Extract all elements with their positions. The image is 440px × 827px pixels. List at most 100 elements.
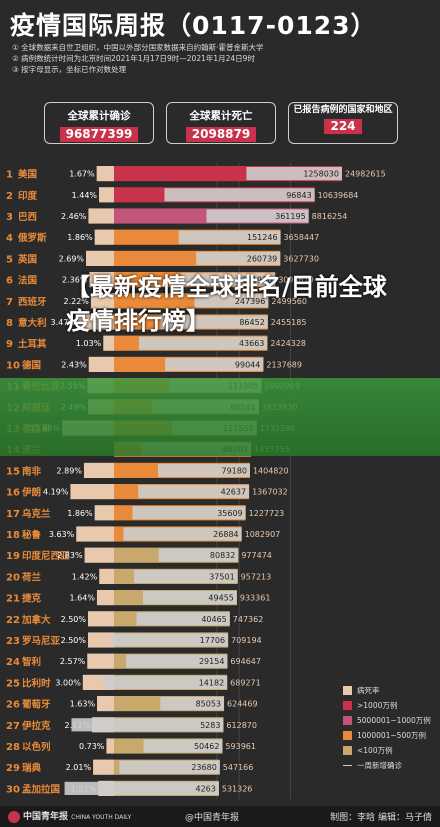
weekly-bar xyxy=(138,336,268,350)
legend-label: <100万例 xyxy=(357,746,393,755)
weekly-label: 5283 xyxy=(200,721,220,730)
rate-bar xyxy=(96,166,114,182)
weekly-label: 37501 xyxy=(209,572,234,581)
weekly-bar xyxy=(194,294,269,308)
total-label: 547166 xyxy=(223,763,254,772)
rate-bar xyxy=(97,696,114,712)
weekly-label: 26884 xyxy=(213,530,238,539)
rate-bar xyxy=(94,229,114,245)
rate-label: 3.47% xyxy=(50,318,76,327)
logo-text: 中国青年报 xyxy=(23,812,69,822)
rate-label: 1.67% xyxy=(69,170,95,179)
stat-global-deaths: 全球累计死亡 2098879 xyxy=(166,102,276,144)
legend-label: 一周新增确诊 xyxy=(357,761,402,770)
rate-label: 1.86% xyxy=(67,509,93,518)
weekly-label: 85053 xyxy=(196,700,221,709)
weekly-label: 260739 xyxy=(247,254,278,263)
note-1: ① 全球数据来自世卫组织，中国以外部分国家数据来自约翰斯·霍普金斯大学 xyxy=(12,43,264,52)
rate-label: 2.22% xyxy=(63,297,89,306)
rank-label: 18 xyxy=(6,530,20,541)
stat-value: 224 xyxy=(324,119,362,134)
weekly-label: 96843 xyxy=(286,191,311,200)
rate-label: 2.57% xyxy=(60,657,86,666)
rate-bar xyxy=(96,590,114,606)
legend-item: <100万例 xyxy=(343,743,435,758)
country-label: 乌克兰 xyxy=(22,508,51,520)
total-label: 1367032 xyxy=(252,488,288,497)
rank-label: 5 xyxy=(6,254,13,265)
rate-label: 2.43% xyxy=(61,360,87,369)
rate-bar xyxy=(88,208,114,224)
rate-label: 1.44% xyxy=(72,191,98,200)
rate-label: 2.46% xyxy=(61,212,87,221)
logo-sub: CHINA YOUTH DAILY xyxy=(71,814,132,821)
legend-item: 一周新增确诊 xyxy=(343,758,435,773)
weekly-bar xyxy=(246,167,342,181)
rate-label: 1.86% xyxy=(67,233,93,242)
country-label: 瑞典 xyxy=(22,762,42,774)
rate-label: 2.01% xyxy=(66,763,92,772)
country-label: 葡萄牙 xyxy=(21,699,51,711)
weekly-label: 50462 xyxy=(194,742,219,751)
rank-label: 10 xyxy=(6,360,20,371)
total-label: 2424328 xyxy=(270,339,306,348)
rank-label: 15 xyxy=(6,466,20,477)
legend-item: 5000001~1000万例 xyxy=(343,713,435,728)
weekly-bar xyxy=(123,527,242,541)
country-label: 南非 xyxy=(22,465,42,477)
rank-label: 28 xyxy=(6,742,20,753)
total-label: 694647 xyxy=(230,657,261,666)
total-label: 624469 xyxy=(227,700,258,709)
weekly-bar xyxy=(180,273,276,287)
stat-value: 96877399 xyxy=(59,127,139,142)
total-label: 1227723 xyxy=(249,509,285,518)
legend: 病死率 >1000万例 5000001~1000万例 1000001~500万例… xyxy=(343,683,435,773)
total-label: 2455185 xyxy=(271,318,307,327)
country-label: 荷兰 xyxy=(21,571,42,583)
rank-label: 3 xyxy=(6,212,13,223)
rate-bar xyxy=(88,356,114,372)
rank-label: 25 xyxy=(6,678,20,689)
rate-bar xyxy=(99,568,114,584)
total-label: 24982615 xyxy=(345,170,386,179)
country-label: 孟加拉国 xyxy=(22,783,60,795)
legend-item: >1000万例 xyxy=(343,698,435,713)
rank-label: 16 xyxy=(6,488,20,499)
weekly-bar xyxy=(196,251,281,265)
country-label: 土耳其 xyxy=(18,338,47,350)
rate-label: 2.50% xyxy=(61,615,87,624)
weekly-label: 1258030 xyxy=(303,170,339,179)
total-label: 612870 xyxy=(226,721,257,730)
weekly-bar xyxy=(71,718,224,732)
stat-label: 已报告病例的国家和地区 xyxy=(293,105,393,115)
country-label: 英国 xyxy=(18,253,37,265)
weekly-bar xyxy=(64,781,219,795)
weekly-label: 151246 xyxy=(247,233,278,242)
country-label: 伊拉克 xyxy=(21,720,51,732)
total-label: 531326 xyxy=(222,784,253,793)
rank-label: 1 xyxy=(6,170,13,181)
country-label: 俄罗斯 xyxy=(17,232,47,244)
legend-label: 病死率 xyxy=(357,686,380,695)
country-label: 秘鲁 xyxy=(22,529,41,541)
country-label: 法国 xyxy=(18,275,37,287)
rate-label: 1.63% xyxy=(70,700,96,709)
rank-label: 22 xyxy=(6,615,20,626)
weekly-label: 29154 xyxy=(199,657,224,666)
rank-label: 20 xyxy=(6,572,20,583)
total-label: 2499560 xyxy=(271,297,307,306)
total-label: 1082907 xyxy=(245,530,281,539)
legend-swatch xyxy=(343,731,352,740)
weekly-bar xyxy=(165,357,264,371)
total-label: 1404820 xyxy=(253,466,289,475)
rate-bar xyxy=(86,250,114,266)
total-label: 747362 xyxy=(233,615,264,624)
rank-label: 9 xyxy=(6,339,13,350)
weekly-bar xyxy=(103,675,228,689)
legend-label: 5000001~1000万例 xyxy=(357,716,431,725)
legend-swatch xyxy=(343,686,352,695)
rate-bar xyxy=(76,526,114,542)
country-label: 捷克 xyxy=(22,593,42,605)
weekly-bar xyxy=(206,209,309,223)
weekly-bar xyxy=(158,548,239,562)
